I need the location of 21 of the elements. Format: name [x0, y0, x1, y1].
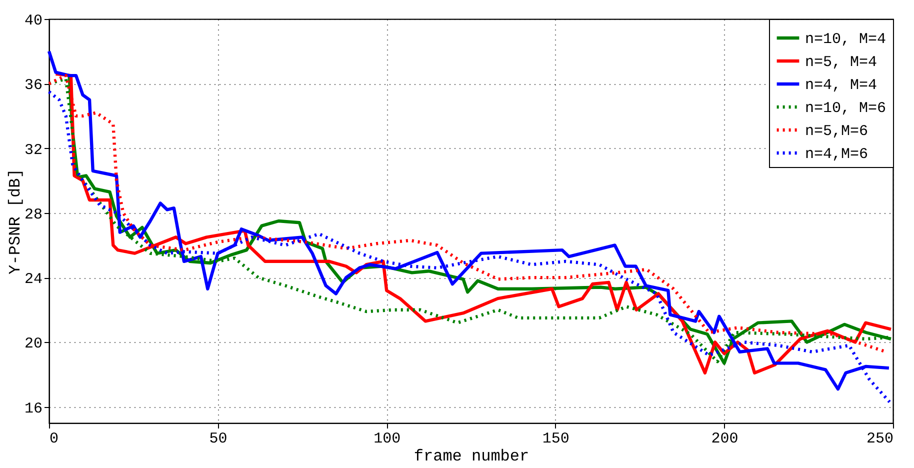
- y-tick-label: 24: [24, 271, 42, 288]
- x-tick-label: 100: [374, 430, 401, 448]
- legend-label: n=4, M=4: [805, 77, 878, 94]
- y-tick-label: 20: [24, 336, 42, 353]
- x-tick-label: 0: [50, 430, 59, 448]
- y-axis-title: Y-PSNR [dB]: [6, 168, 24, 274]
- y-tick-label: 40: [24, 12, 42, 30]
- legend-label: n=5, M=4: [805, 54, 878, 71]
- x-tick-label: 50: [209, 430, 228, 448]
- x-tick-label: 150: [542, 430, 570, 448]
- y-tick-label: 16: [24, 400, 42, 418]
- x-tick-label: 200: [711, 430, 738, 448]
- x-axis-title: frame number: [414, 448, 530, 466]
- legend-label: n=10, M=4: [805, 31, 886, 48]
- y-tick-label: 36: [24, 77, 42, 94]
- legend-label: n=5,M=6: [805, 123, 868, 140]
- x-tick-label: 250: [866, 430, 894, 448]
- legend-label: n=10, M=6: [805, 100, 886, 117]
- y-tick-label: 32: [24, 142, 42, 159]
- legend-label: n=4,M=6: [805, 146, 868, 163]
- y-tick-label: 28: [24, 206, 42, 224]
